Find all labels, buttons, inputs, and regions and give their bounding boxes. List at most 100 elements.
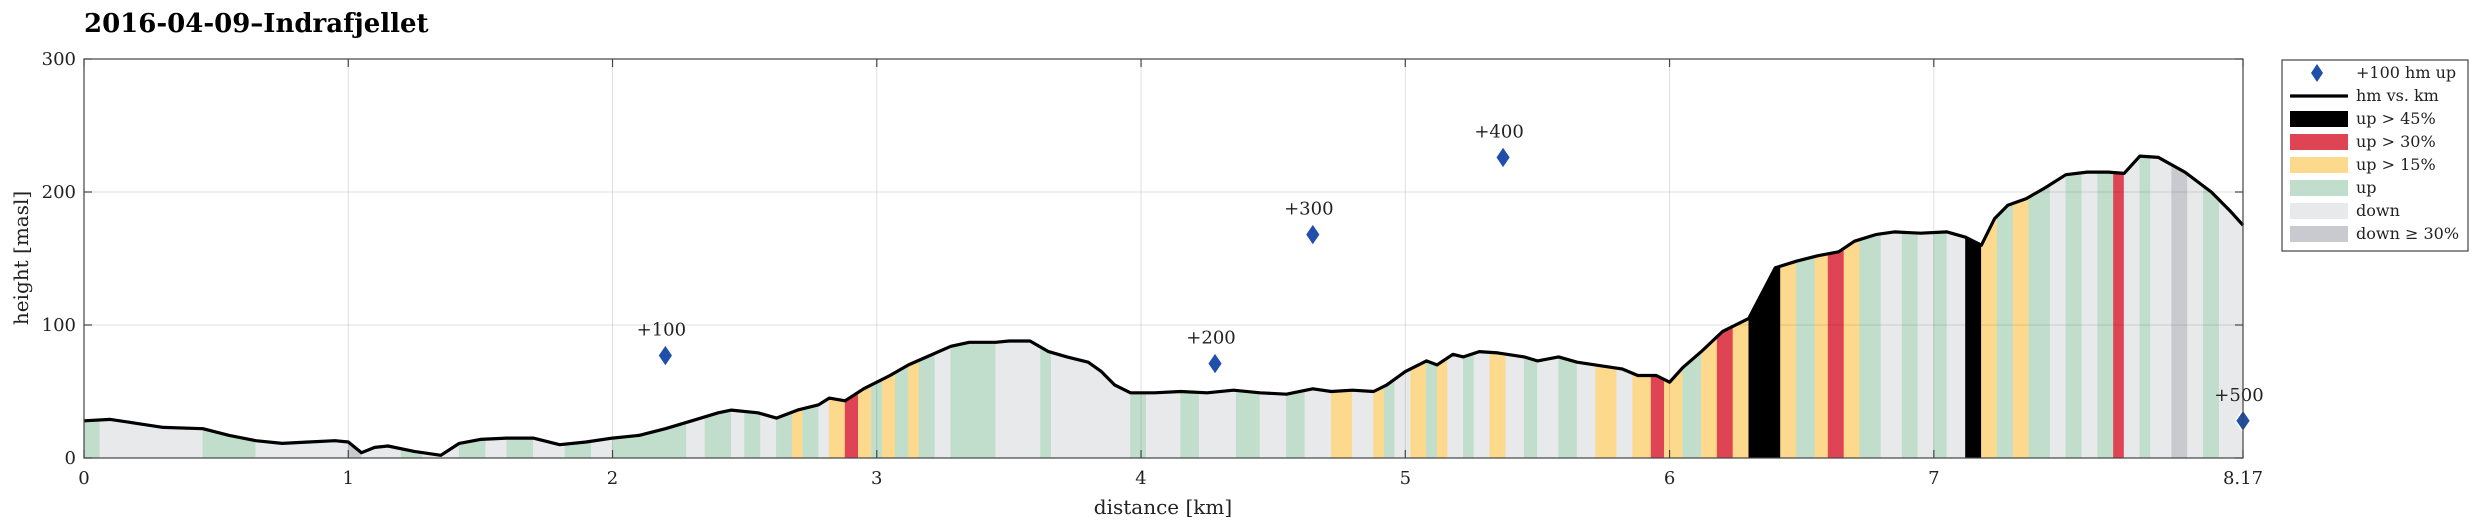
legend-label: +100 hm up [2356, 63, 2456, 82]
legend-swatch [2290, 134, 2348, 150]
height-marker [1206, 351, 1224, 376]
slope-band [1814, 253, 1829, 459]
x-tick-label: 6 [1664, 468, 1675, 489]
legend-label: down [2356, 201, 2400, 220]
marker-label: +100 [637, 320, 686, 341]
slope-band [791, 408, 804, 459]
slope-band [202, 428, 257, 459]
slope-band [1410, 360, 1427, 459]
slope-band [1827, 247, 1845, 459]
slope-band [2123, 155, 2141, 459]
slope-band [1901, 231, 1919, 459]
legend-swatch [2290, 111, 2348, 127]
legend-label: hm vs. km [2356, 86, 2439, 105]
slope-band [1489, 352, 1506, 459]
slope-band [1259, 392, 1287, 459]
slope-band [1859, 233, 1882, 459]
slope-band [1537, 356, 1559, 459]
slope-band [1447, 354, 1464, 459]
slope-band [828, 397, 846, 459]
slope-band [506, 437, 534, 459]
slope-band [2171, 164, 2188, 459]
slope-band [1146, 391, 1181, 459]
slope-band [1426, 360, 1438, 459]
slope-band [1632, 372, 1652, 459]
legend: +100 hm up hm vs. km up > 45% up > 30% up > … [2281, 59, 2469, 252]
slope-band [1843, 239, 1861, 459]
x-tick-label: 5 [1400, 468, 1411, 489]
legend-swatch [2290, 157, 2348, 173]
marker-label: +200 [1186, 328, 1235, 349]
slope-band [1383, 378, 1395, 459]
slope-band [2081, 171, 2098, 459]
slope-band [704, 409, 732, 459]
slope-band [918, 352, 936, 459]
chart-title: 2016-04-09–Indrafjellet [84, 9, 429, 39]
legend-label: down ≥ 30% [2356, 224, 2459, 243]
slope-band [844, 391, 859, 459]
slope-band [934, 345, 952, 459]
height-marker [656, 343, 674, 368]
slope-band [1616, 367, 1633, 459]
legend-swatch [2311, 64, 2323, 82]
slope-band [1650, 375, 1665, 459]
x-tick-label: 3 [871, 468, 882, 489]
slope-band [950, 341, 997, 459]
slope-band [2097, 171, 2114, 459]
legend-label: up > 45% [2356, 109, 2436, 128]
slope-band [1576, 361, 1596, 459]
height-marker [1304, 222, 1322, 247]
x-tick-label: 8.17 [2223, 468, 2263, 489]
y-axis-ticks: 0 100 200 300 [42, 49, 2243, 469]
legend-swatch [2290, 226, 2348, 242]
slope-band [1394, 368, 1411, 459]
slope-band [1040, 346, 1052, 459]
slope-band [731, 409, 745, 459]
x-tick-label: 0 [78, 468, 89, 489]
slope-band [1880, 231, 1903, 459]
slope-band [1682, 350, 1702, 459]
legend-label: up > 15% [2356, 155, 2436, 174]
x-axis-label: distance [km] [1094, 495, 1232, 519]
slope-bands [83, 155, 2244, 459]
slope-band [857, 384, 872, 459]
slope-band [1304, 388, 1332, 459]
slope-band [1946, 231, 1966, 459]
profile-line [83, 154, 2245, 457]
slope-band [995, 340, 1041, 459]
y-tick-label: 200 [42, 182, 76, 203]
slope-band [2012, 196, 2030, 459]
y-axis-label: height [masl] [9, 191, 33, 325]
legend-box [2281, 59, 2469, 252]
slope-band [2049, 174, 2067, 459]
slope-band [1761, 265, 1781, 459]
slope-band [760, 413, 777, 459]
slope-band [1180, 391, 1200, 459]
slope-band [1595, 364, 1617, 459]
slope-band [1352, 389, 1374, 459]
slope-band [1996, 202, 2014, 459]
x-tick-label: 1 [343, 468, 354, 489]
slope-band [776, 411, 793, 459]
slope-band [2187, 173, 2204, 459]
slope-band [881, 371, 896, 459]
slope-band [1050, 352, 1131, 459]
y-tick-label: 0 [65, 448, 76, 469]
slope-band [1780, 260, 1797, 459]
slope-band [2065, 172, 2083, 459]
slope-band [1373, 385, 1385, 459]
slope-band [1701, 335, 1718, 459]
slope-band [1796, 256, 1816, 459]
slope-band [1198, 390, 1237, 459]
marker-label: +300 [1284, 199, 1333, 220]
slope-band [1981, 214, 1998, 459]
slope-band [1917, 232, 1935, 459]
slope-band [1933, 231, 1948, 459]
marker-label: +400 [1474, 121, 1523, 142]
slope-band [802, 404, 819, 459]
x-tick-label: 2 [607, 468, 618, 489]
slope-band [2028, 184, 2051, 459]
slope-band [744, 411, 761, 459]
slope-band [485, 437, 508, 459]
height-marker [1494, 145, 1512, 170]
